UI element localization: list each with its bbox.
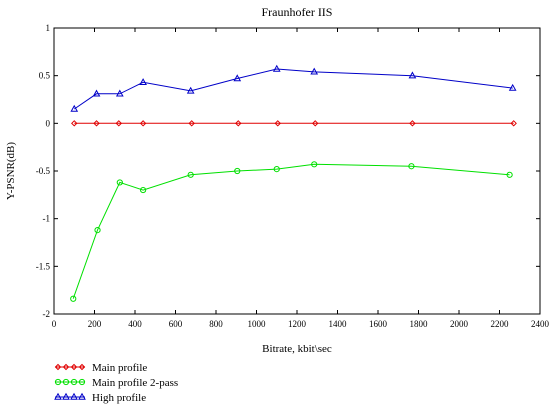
data-point	[54, 363, 62, 371]
y-tick-label: 0.5	[39, 71, 51, 81]
y-axis: -2 -1.5 -1 -0.5 0 0.5 1	[36, 23, 540, 319]
x-tick-label: 800	[209, 319, 223, 329]
data-point	[311, 161, 318, 168]
data-point	[273, 165, 280, 173]
data-point	[140, 186, 147, 194]
x-tick-label: 400	[128, 319, 142, 329]
data-point	[70, 392, 78, 400]
data-point	[510, 120, 517, 127]
data-point	[115, 120, 123, 127]
x-tick-label: 1200	[288, 319, 307, 329]
data-point	[62, 378, 70, 386]
legend-item: Main profile	[54, 362, 147, 374]
x-tick-label: 200	[88, 319, 102, 329]
data-point	[115, 89, 124, 97]
series-line	[74, 68, 513, 110]
series-1	[70, 161, 513, 302]
x-tick-label: 2400	[531, 319, 550, 329]
data-point	[70, 295, 77, 302]
legend: Main profile Main profile 2-pass High prof…	[54, 362, 178, 404]
y-tick-label: -2	[43, 309, 51, 319]
data-point	[139, 78, 147, 86]
series-0	[71, 120, 517, 127]
chart-title: Fraunhofer IIS	[262, 5, 333, 19]
x-tick-label: 2000	[450, 319, 469, 329]
x-tick-label: 2200	[491, 319, 510, 329]
data-point	[70, 363, 78, 371]
data-point	[78, 392, 86, 400]
x-axis: 0 200 400 600 800 1000 1200 1400 1600 1800 2000 220…	[52, 28, 550, 329]
x-tick-label: 1000	[248, 319, 267, 329]
y-tick-label: -1	[43, 214, 51, 224]
data-point	[234, 167, 241, 175]
data-point	[187, 171, 194, 178]
data-point	[312, 120, 319, 127]
data-point	[54, 378, 62, 386]
y-tick-label: 0	[46, 118, 51, 128]
data-point	[139, 120, 147, 127]
data-point	[78, 378, 86, 386]
legend-item: Main profile 2-pass	[54, 377, 178, 389]
data-point	[70, 104, 79, 112]
data-point	[186, 86, 195, 94]
data-point	[54, 392, 62, 400]
data-point	[70, 378, 78, 386]
data-point	[78, 363, 86, 371]
data-point	[408, 71, 417, 79]
data-point	[116, 179, 123, 186]
x-tick-label: 0	[52, 319, 57, 329]
data-point	[71, 120, 78, 127]
y-axis-label: Y-PSNR(dB)	[5, 142, 17, 200]
series-2	[70, 64, 517, 112]
data-point	[188, 120, 195, 127]
legend-item: High profile	[54, 392, 146, 404]
data-point	[274, 120, 281, 127]
x-tick-label: 1800	[410, 319, 429, 329]
x-tick-label: 1400	[329, 319, 348, 329]
series-layer	[70, 64, 517, 302]
legend-label: Main profile 2-pass	[92, 377, 178, 389]
x-axis-label: Bitrate, kbit\sec	[262, 343, 332, 355]
data-point	[93, 120, 100, 127]
data-point	[508, 83, 517, 91]
data-point	[62, 363, 70, 371]
data-point	[94, 227, 101, 234]
data-point	[408, 163, 415, 170]
data-point	[62, 392, 70, 400]
data-point	[92, 89, 101, 97]
x-tick-label: 1600	[369, 319, 388, 329]
y-tick-label: -0.5	[36, 166, 51, 176]
data-point	[409, 120, 416, 127]
data-point	[310, 67, 319, 75]
data-point	[506, 171, 513, 178]
legend-label: Main profile	[92, 362, 147, 374]
data-point	[272, 64, 281, 72]
data-point	[233, 74, 242, 82]
y-tick-label: -1.5	[36, 261, 51, 271]
series-line	[72, 163, 510, 299]
legend-label: High profile	[92, 392, 146, 404]
y-tick-label: 1	[46, 23, 51, 33]
x-tick-label: 600	[169, 319, 183, 329]
data-point	[235, 120, 242, 127]
